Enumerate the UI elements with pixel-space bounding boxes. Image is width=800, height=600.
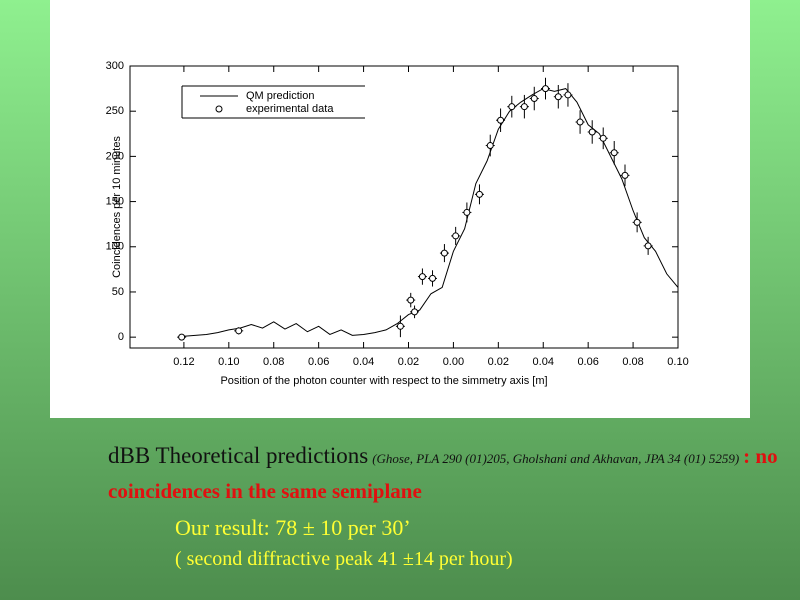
- reference: (Ghose, PLA 290 (01)205, Gholshani and A…: [372, 451, 740, 466]
- data-point: [530, 95, 538, 103]
- data-point: [520, 103, 528, 111]
- x-tick-label: 0.10: [667, 356, 688, 368]
- legend-label: experimental data: [246, 103, 334, 115]
- data-point: [576, 118, 584, 126]
- data-point: [486, 142, 494, 150]
- y-axis-label: Coincidences per 10 minutes: [111, 136, 123, 278]
- y-tick-label: 100: [106, 241, 124, 253]
- x-tick-label: 0.04: [533, 356, 554, 368]
- text-block: dBB Theoretical predictions (Ghose, PLA …: [108, 440, 778, 510]
- x-tick-label: 0.10: [218, 356, 239, 368]
- data-point: [610, 149, 618, 157]
- data-point: [440, 249, 448, 257]
- peak: ( second diffractive peak 41 ±14 per hou…: [175, 548, 513, 570]
- x-tick-label: 0.08: [622, 356, 643, 368]
- chart: 0.12 0.10 0.08 0.06 0.04 0.02 0.00 0.02 0.04 0.06…: [106, 60, 689, 387]
- x-tick-label: 0.02: [488, 356, 509, 368]
- legend-label: QM prediction: [246, 90, 314, 102]
- data-point: [178, 333, 186, 341]
- heading: dBB Theoretical predictions: [108, 443, 369, 468]
- data-point: [418, 273, 426, 281]
- data-point: [497, 116, 505, 124]
- data-point: [235, 327, 243, 335]
- x-tick-label: 0.12: [173, 356, 194, 368]
- x-tick-label: 0.06: [308, 356, 329, 368]
- data-point: [407, 296, 415, 304]
- x-axis-label: Position of the photon counter with resp…: [220, 375, 547, 387]
- x-tick-label: 0.08: [263, 356, 284, 368]
- data-point: [644, 242, 652, 250]
- data-point: [599, 134, 607, 142]
- data-point: [508, 103, 516, 111]
- x-tick-label: 0.04: [353, 356, 374, 368]
- y-tick-label: 300: [106, 60, 124, 72]
- y-tick-label: 0: [118, 331, 124, 343]
- y-tick-label: 200: [106, 150, 124, 162]
- data-point: [411, 308, 419, 316]
- x-tick-label: 0.02: [398, 356, 419, 368]
- data-point: [475, 190, 483, 198]
- data-point: [541, 85, 549, 93]
- claim: : no coincidences in the same semiplane: [108, 444, 778, 503]
- x-tick-label: 0.00: [443, 356, 464, 368]
- y-tick-label: 250: [106, 105, 124, 117]
- data-point: [564, 91, 572, 99]
- data-point: [396, 322, 404, 330]
- result: Our result: 78 ± 10 per 30’: [175, 515, 411, 540]
- theory-line: [183, 88, 679, 337]
- data-point: [429, 274, 437, 282]
- data-point: [621, 171, 629, 179]
- y-tick-label: 150: [106, 195, 124, 207]
- data-point: [588, 128, 596, 136]
- data-point: [554, 93, 562, 101]
- plot-frame: [129, 65, 679, 349]
- legend-swatch: [215, 105, 223, 113]
- data-point: [463, 208, 471, 216]
- y-tick-label: 50: [112, 286, 124, 298]
- data-point: [633, 218, 641, 226]
- data-point: [452, 232, 460, 240]
- x-tick-label: 0.06: [577, 356, 598, 368]
